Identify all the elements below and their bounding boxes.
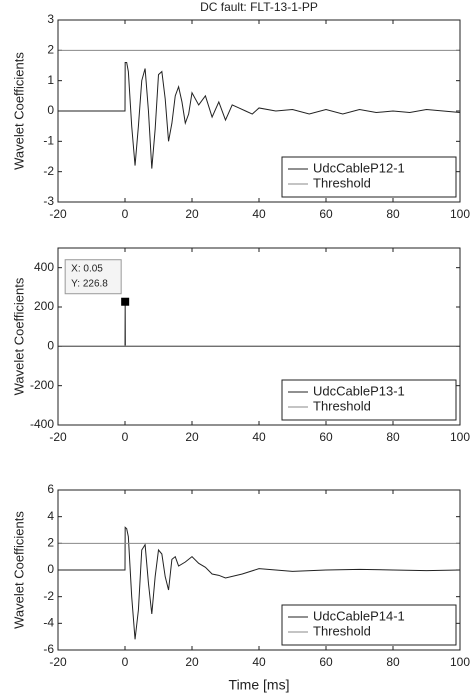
y-axis-label: Wavelet Coefficients [11,511,26,629]
x-tick-label: 0 [122,655,129,669]
x-tick-label: 60 [319,430,333,444]
y-tick-label: 200 [34,299,54,313]
y-tick-label: -400 [30,417,54,431]
x-tick-label: 60 [319,207,333,221]
y-tick-label: 0 [47,339,54,353]
x-tick-label: 80 [386,207,400,221]
y-tick-label: -2 [43,164,54,178]
legend-box [281,379,457,421]
x-tick-label: 80 [386,430,400,444]
x-tick-label: -20 [49,430,67,444]
y-tick-label: 1 [47,73,54,87]
datatip-text: X: 0.05 [71,263,103,274]
y-tick-label: -2 [43,589,54,603]
y-axis-label: Wavelet Coefficients [11,52,26,170]
legend-label: Threshold [313,175,371,190]
axes-frame [57,19,461,203]
x-tick-label: 40 [252,207,266,221]
y-tick-label: 2 [47,536,54,550]
series-line [58,526,461,640]
axes-frame [57,247,461,426]
x-tick-label: -20 [49,207,67,221]
x-tick-label: 0 [122,207,129,221]
y-tick-label: 0 [47,562,54,576]
y-tick-label: -200 [30,378,54,392]
legend-label: UdcCableP14-1 [313,608,405,623]
y-tick-label: -1 [43,134,54,148]
x-tick-label: 40 [252,430,266,444]
y-tick-label: 3 [47,12,54,26]
x-tick-label: 60 [319,655,333,669]
x-tick-label: 80 [386,655,400,669]
datatip-box [64,259,122,295]
legend-label: UdcCableP13-1 [313,383,405,398]
y-tick-label: -4 [43,616,54,630]
x-tick-label: 20 [185,430,199,444]
x-tick-label: 0 [122,430,129,444]
legend-box [281,604,457,646]
x-tick-label: -20 [49,655,67,669]
x-tick-label: 20 [185,207,199,221]
datatip-text: Y: 226.8 [71,278,108,289]
y-tick-label: -6 [43,642,54,656]
legend-label: Threshold [313,623,371,638]
y-tick-label: 0 [47,103,54,117]
y-tick-label: 4 [47,509,54,523]
x-tick-label: 100 [450,655,470,669]
chart-title: DC fault: FLT-13-1-PP [200,0,318,14]
y-axis-label: Wavelet Coefficients [11,277,26,395]
y-tick-label: 6 [47,482,54,496]
x-tick-label: 40 [252,655,266,669]
y-tick-label: -3 [43,194,54,208]
legend-box [281,156,457,198]
datatip-marker [121,297,130,306]
x-axis-label: Time [ms] [229,677,290,693]
legend-label: Threshold [313,398,371,413]
y-tick-label: 2 [47,43,54,57]
x-tick-label: 20 [185,655,199,669]
y-tick-label: 400 [34,260,54,274]
x-tick-label: 100 [450,207,470,221]
legend-label: UdcCableP12-1 [313,160,405,175]
series-line [58,61,461,169]
x-tick-label: 100 [450,430,470,444]
axes-frame [57,489,461,651]
